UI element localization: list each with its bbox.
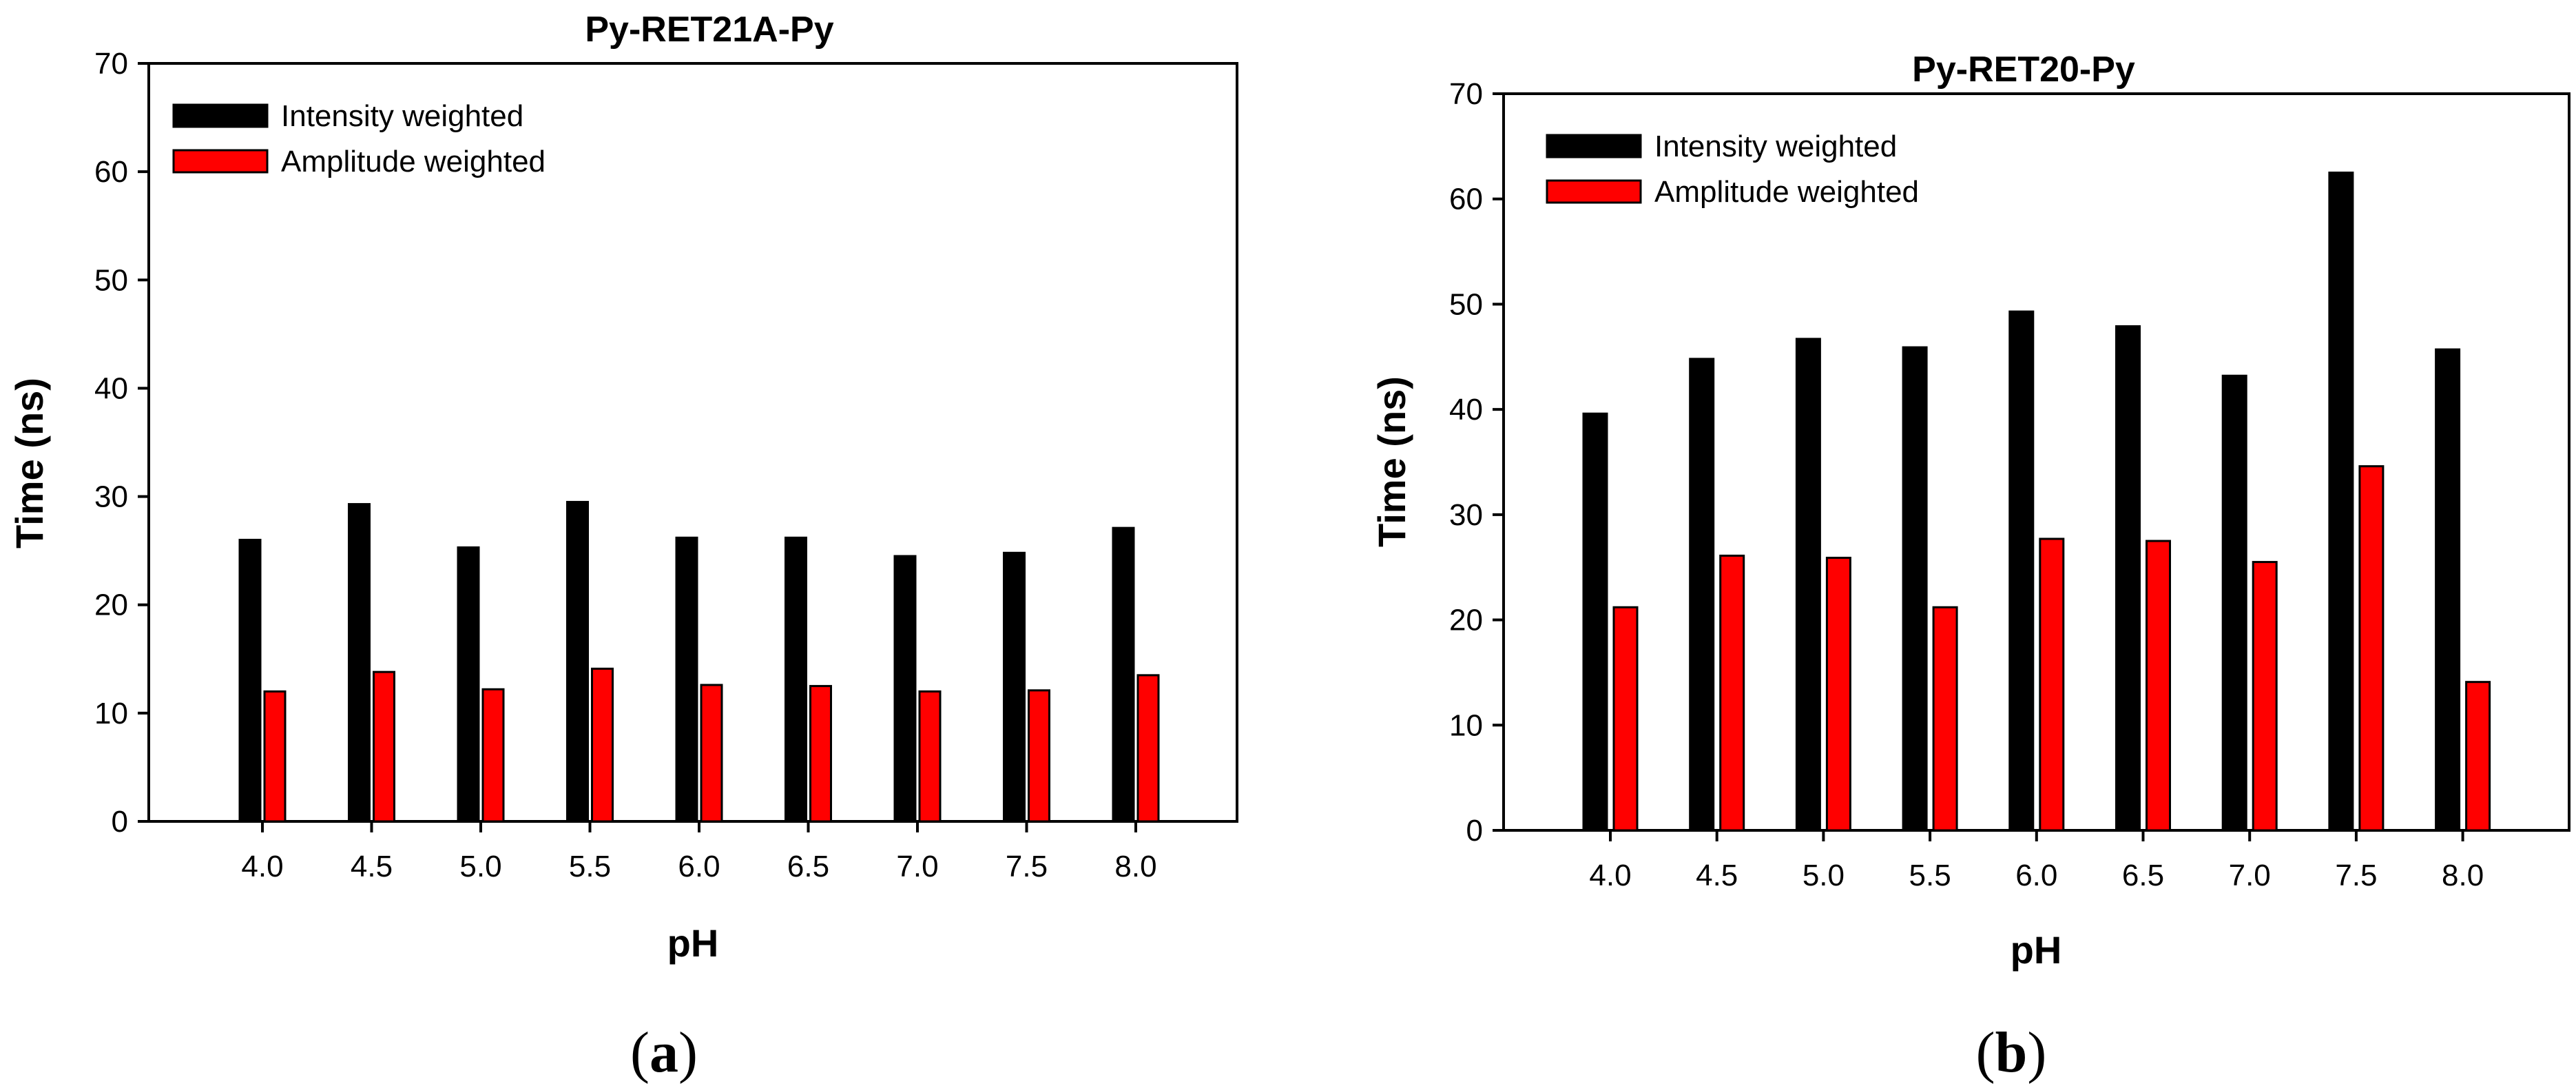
y-tick-label: 40 [94, 371, 128, 405]
y-tick-label: 60 [1449, 183, 1483, 216]
legend-label: Intensity weighted [1654, 130, 1897, 163]
y-tick-label: 40 [1449, 393, 1483, 427]
x-tick-label: 4.0 [241, 850, 283, 883]
bar-amplitude-weighted [1136, 674, 1160, 823]
bar-amplitude-weighted [373, 670, 395, 823]
bar-intensity-weighted [2115, 325, 2141, 832]
x-tick-label: 4.5 [1696, 859, 1738, 892]
panel-label-letter: b [1995, 1021, 2028, 1085]
bar-amplitude-weighted [700, 684, 723, 823]
legend-swatch [1546, 134, 1642, 158]
bar-intensity-weighted [1795, 338, 1821, 832]
x-tick-label: 8.0 [1114, 850, 1156, 883]
bar-intensity-weighted [2328, 172, 2354, 832]
x-axis-label: pH [667, 921, 719, 965]
chart-title: Py-RET21A-Py [585, 10, 833, 50]
bar-intensity-weighted [2435, 348, 2461, 832]
x-tick-label: 6.0 [2015, 859, 2057, 892]
bar-amplitude-weighted [2252, 561, 2278, 832]
x-tick-label: 4.0 [1589, 859, 1631, 892]
x-tick-label: 7.0 [896, 850, 938, 883]
y-tick-label: 30 [1449, 498, 1483, 532]
y-tick-label: 30 [94, 480, 128, 514]
x-tick-label: 6.0 [678, 850, 720, 883]
bar-amplitude-weighted [481, 688, 505, 823]
x-tick-label: 5.5 [1909, 859, 1951, 892]
x-axis-label: pH [2011, 928, 2062, 972]
x-tick-label: 7.5 [2335, 859, 2377, 892]
bar-intensity-weighted [566, 500, 589, 823]
x-tick-label: 7.0 [2229, 859, 2271, 892]
bar-intensity-weighted [2221, 374, 2247, 832]
legend-swatch [172, 103, 269, 128]
x-tick-label: 5.5 [569, 850, 611, 883]
bar-amplitude-weighted [591, 667, 614, 823]
bar-intensity-weighted [893, 555, 917, 823]
bar-intensity-weighted [1902, 346, 1928, 832]
bar-intensity-weighted [2008, 310, 2035, 832]
y-tick-label: 50 [94, 263, 128, 297]
legend-swatch [1546, 179, 1642, 204]
bar-amplitude-weighted [2358, 465, 2385, 832]
chart-title: Py-RET20-Py [1912, 50, 2135, 90]
y-tick-label: 60 [94, 155, 128, 189]
x-tick-label: 5.0 [1803, 859, 1845, 892]
y-tick-label: 70 [1449, 77, 1483, 111]
x-tick-label: 6.5 [787, 850, 829, 883]
panel-label-letter: a [650, 1021, 678, 1085]
bar-intensity-weighted [457, 546, 480, 823]
bar-intensity-weighted [1112, 526, 1135, 823]
y-tick-label: 20 [1449, 604, 1483, 637]
bar-amplitude-weighted [1932, 606, 1958, 832]
bar-amplitude-weighted [2465, 681, 2491, 832]
y-tick-label: 50 [1449, 287, 1483, 321]
panel-label: (b) [1976, 1021, 2047, 1085]
y-axis-label: Time (ns) [8, 378, 51, 549]
x-tick-label: 4.5 [351, 850, 393, 883]
panel-label-close-paren: ) [2027, 1021, 2046, 1085]
bar-intensity-weighted [238, 538, 262, 823]
panel-label-open-paren: ( [630, 1021, 650, 1085]
bar-amplitude-weighted [263, 690, 287, 823]
bar-amplitude-weighted [918, 690, 942, 823]
y-tick-label: 0 [112, 805, 128, 839]
bar-intensity-weighted [675, 536, 698, 823]
panel-label-close-paren: ) [678, 1021, 698, 1085]
x-tick-label: 8.0 [2442, 859, 2484, 892]
legend-swatch [172, 149, 269, 174]
y-tick-label: 70 [94, 47, 128, 81]
bar-intensity-weighted [785, 536, 807, 823]
y-tick-label: 0 [1466, 814, 1483, 848]
x-tick-label: 5.0 [459, 850, 501, 883]
bar-amplitude-weighted [1825, 556, 1851, 832]
bar-amplitude-weighted [1719, 554, 1745, 832]
bar-intensity-weighted [1689, 358, 1715, 832]
y-axis-label: Time (ns) [1370, 376, 1413, 547]
bar-amplitude-weighted [2039, 537, 2065, 832]
y-tick-label: 10 [94, 697, 128, 730]
bar-amplitude-weighted [1612, 606, 1639, 832]
legend-label: Amplitude weighted [281, 145, 546, 178]
bar-intensity-weighted [1582, 412, 1608, 832]
y-tick-label: 10 [1449, 708, 1483, 742]
panel-label-open-paren: ( [1976, 1021, 1995, 1085]
bar-amplitude-weighted [2146, 540, 2171, 832]
bar-intensity-weighted [348, 503, 371, 823]
chart-panel-a: Py-RET21A-Py Time (ns) pH (a) 0 10 20 30 40 5… [8, 10, 1238, 1085]
y-tick-label: 20 [94, 588, 128, 622]
bar-intensity-weighted [1003, 551, 1026, 823]
chart-panel-b: Py-RET20-Py Time (ns) pH (b) 0 10 20 30 40 50… [1370, 50, 2570, 1085]
bar-amplitude-weighted [1028, 689, 1050, 823]
legend-label: Amplitude weighted [1654, 175, 1919, 209]
x-tick-label: 7.5 [1006, 850, 1048, 883]
panel-label: (a) [630, 1021, 698, 1085]
bar-amplitude-weighted [809, 685, 832, 823]
legend-label: Intensity weighted [281, 99, 523, 133]
x-tick-label: 6.5 [2122, 859, 2164, 892]
